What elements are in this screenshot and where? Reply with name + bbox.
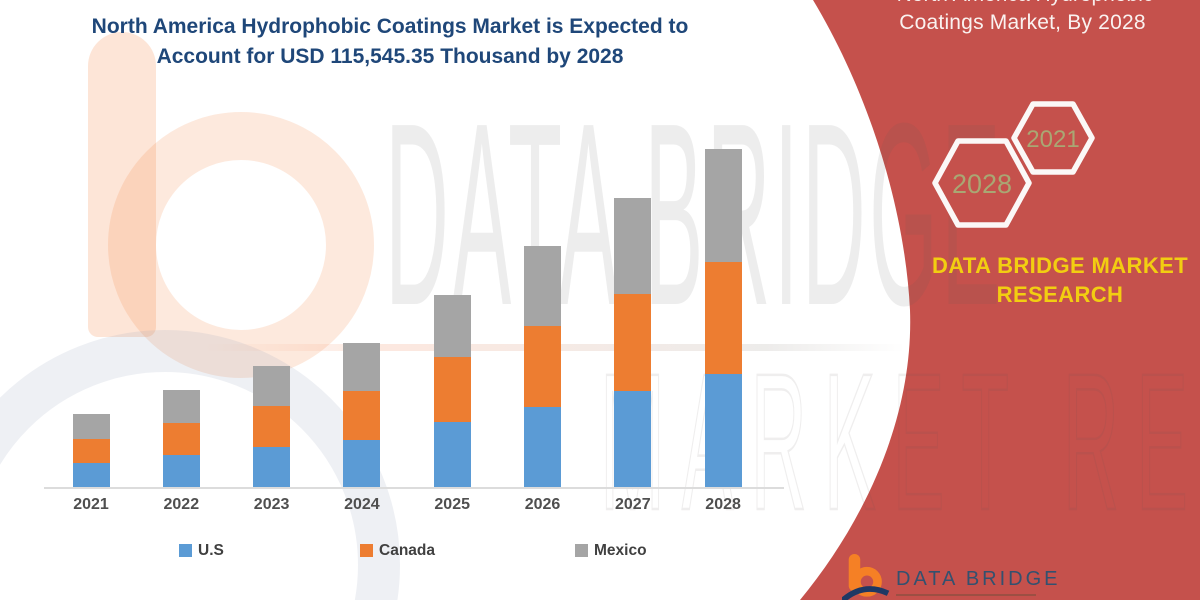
bar-segment-2026-Canada — [524, 326, 561, 407]
bar-segment-2024-US — [343, 439, 381, 487]
bar-segment-2024-Canada — [343, 390, 381, 440]
x-axis-line — [44, 487, 784, 489]
bar-segment-2022-Mexico — [162, 389, 200, 423]
bar-segment-2028-Mexico — [704, 149, 742, 262]
logo-swoosh — [842, 586, 890, 600]
x-axis-label-2028: 2028 — [705, 496, 741, 513]
chart-title-line1: North America Hydrophobic Coatings Marke… — [91, 15, 689, 38]
x-axis-label-2024: 2024 — [344, 496, 380, 513]
bar-segment-2028-Canada — [704, 261, 742, 375]
logo-text-block: DATA BRIDGE MARKET RESEARCH — [896, 553, 1083, 600]
bar-segment-2025-Mexico — [433, 294, 471, 358]
bar-segment-2022-US — [162, 454, 200, 487]
bar-segment-2023-US — [253, 446, 291, 487]
data-bridge-logo-mark — [842, 553, 890, 600]
logo-name: DATA BRIDGE — [896, 568, 1061, 590]
bar-segment-2024-Mexico — [343, 342, 381, 391]
x-axis-label-2022: 2022 — [163, 496, 200, 513]
bar-segment-2026-US — [524, 406, 561, 487]
x-axis-label-2021: 2021 — [73, 496, 109, 513]
bar-segment-2028-US — [704, 374, 742, 487]
chart-title-line2: Account for USD 115,545.35 Thousand by 2… — [156, 45, 624, 69]
x-axis-label-2027: 2027 — [615, 496, 651, 513]
watermark-line2: MARKET RESEARCH — [600, 333, 1200, 551]
legend-swatch-US — [179, 544, 192, 557]
bar-segment-2022-Canada — [162, 422, 200, 455]
bar-segment-2027-Mexico — [614, 197, 652, 294]
bar-segment-2023-Mexico — [253, 366, 291, 406]
x-axis-label-2025: 2025 — [434, 496, 470, 513]
x-axis-label-2026: 2026 — [524, 496, 561, 513]
legend-label-US: U.S — [198, 542, 224, 559]
bar-segment-2025-Canada — [433, 357, 471, 423]
legend-swatch-Canada — [360, 544, 373, 557]
data-bridge-logo: DATA BRIDGE MARKET RESEARCH — [842, 553, 1083, 600]
watermark-line1: DATA BRIDGE — [385, 70, 1004, 360]
x-axis-label-2023: 2023 — [253, 496, 290, 513]
bar-segment-2021-US — [72, 462, 110, 487]
bar-segment-2027-Canada — [614, 293, 652, 391]
bar-segment-2025-US — [433, 422, 471, 487]
legend-label-Mexico: Mexico — [594, 542, 647, 559]
logo-b-bowl — [852, 566, 882, 597]
bar-segment-2021-Mexico — [72, 413, 110, 439]
bar-segment-2023-Canada — [253, 405, 291, 447]
bar-segment-2026-Mexico — [524, 245, 561, 327]
chart-title: North America Hydrophobic Coatings Marke… — [40, 12, 740, 73]
legend-label-Canada: Canada — [379, 542, 435, 559]
bar-segment-2027-US — [614, 390, 652, 487]
logo-underline — [896, 594, 1036, 596]
legend-swatch-Mexico — [575, 544, 588, 557]
red-banner-path — [800, 0, 1200, 600]
bar-segment-2021-Canada — [72, 438, 110, 463]
